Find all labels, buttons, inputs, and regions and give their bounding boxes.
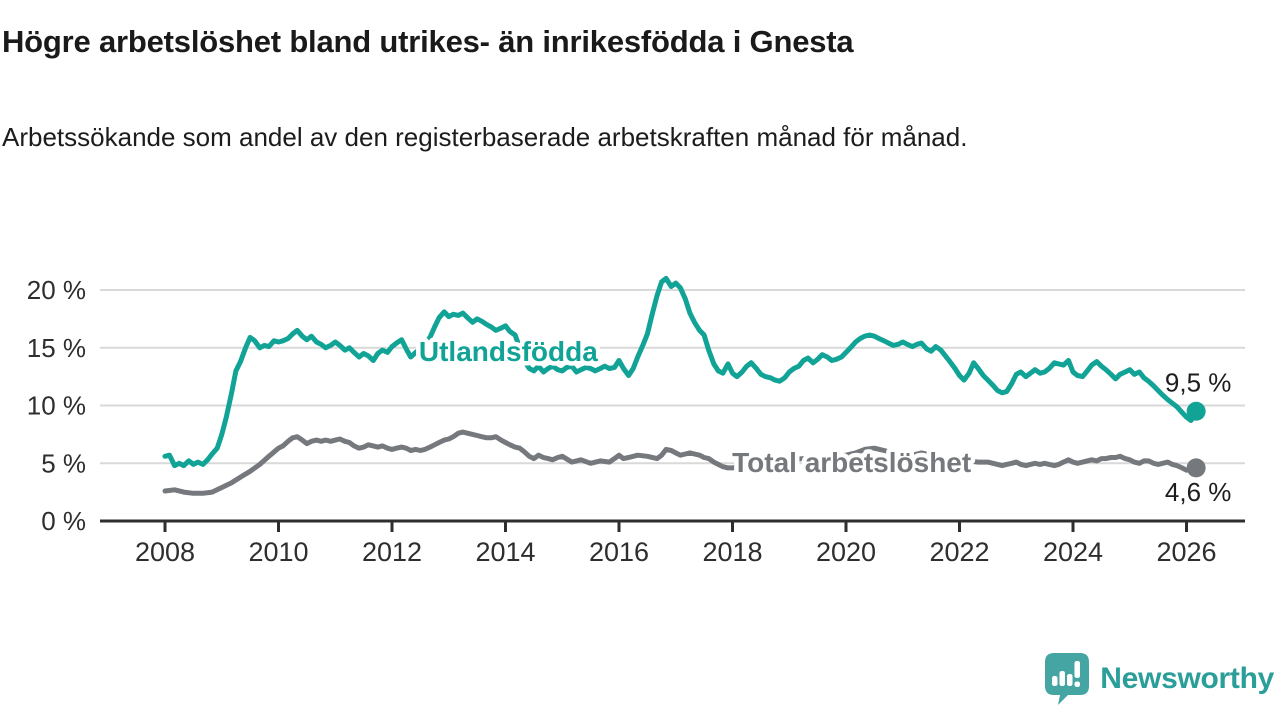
x-axis-tick-label: 2014 [475,537,535,567]
x-axis-tick-label: 2022 [929,537,989,567]
x-axis-tick-label: 2024 [1043,537,1103,567]
x-axis-tick-label: 2018 [702,537,762,567]
series-end-dot [1186,458,1206,478]
x-axis-tick-label: 2010 [248,537,308,567]
series-end-value-label: 9,5 % [1165,367,1232,397]
y-axis-tick-label: 5 % [41,448,86,478]
x-axis-tick-label: 2008 [135,537,195,567]
series-line [162,429,1199,496]
series-label: Total arbetslöshet [732,447,971,478]
x-axis-tick-label: 2012 [362,537,422,567]
series-line [162,275,1199,469]
x-axis-tick-label: 2016 [589,537,649,567]
y-axis-tick-label: 15 % [27,333,86,363]
series-end-value-label: 4,6 % [1165,477,1232,507]
x-axis-tick-label: 2026 [1156,537,1216,567]
x-axis-tick-label: 2020 [816,537,876,567]
page-title: Högre arbetslöshet bland utrikes- än inr… [2,24,854,59]
series-end-dot [1186,401,1206,421]
series-label: Utlandsfödda [419,336,598,367]
brand-wordmark: Newsworthy [1100,661,1274,695]
y-axis-tick-label: 10 % [27,391,86,421]
y-axis-tick-label: 0 % [41,506,86,536]
chart-subtitle: Arbetssökande som andel av den registerb… [2,122,968,152]
newsworthy-logo: Newsworthy [1043,651,1274,706]
y-axis-tick-label: 20 % [27,275,86,305]
bar-chart-speech-bubble-icon [1045,653,1090,705]
